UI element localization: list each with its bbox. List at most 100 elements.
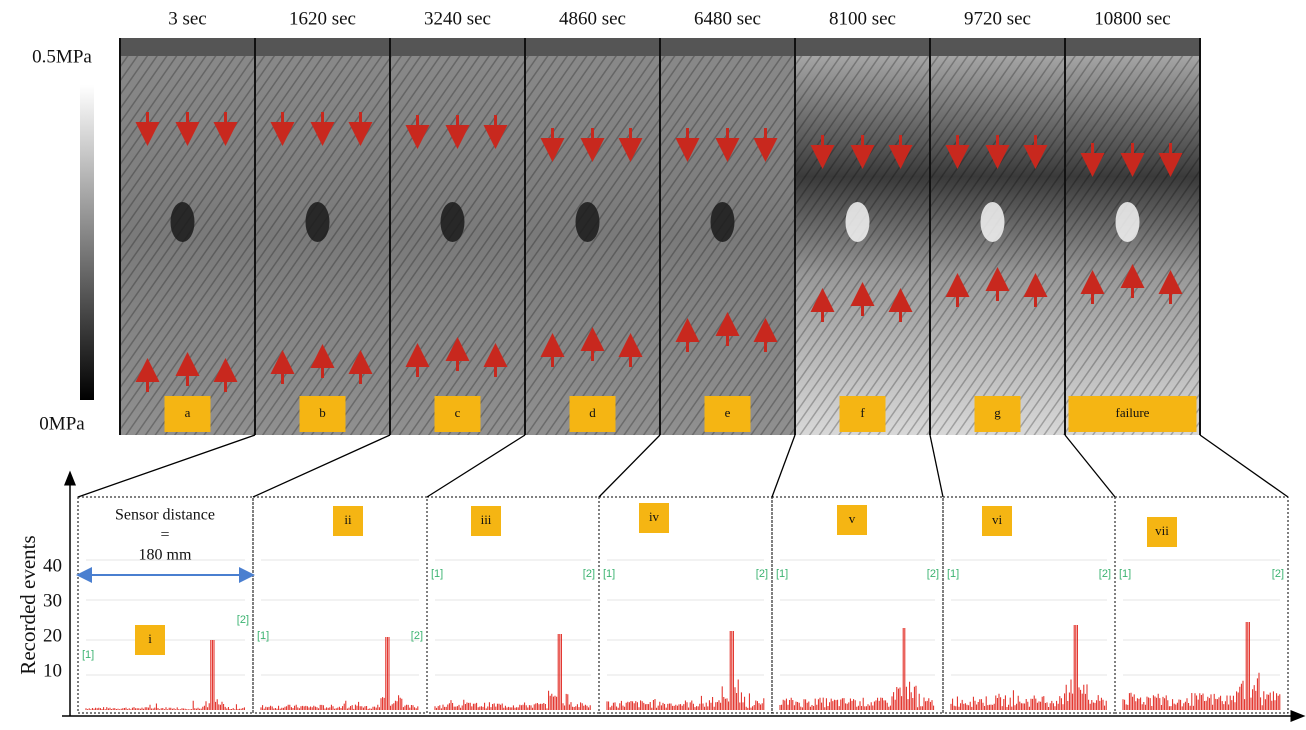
colorbar (80, 85, 94, 400)
panel-label: d (589, 405, 596, 420)
panel-label: b (319, 405, 326, 420)
event-bars (606, 631, 765, 710)
fixture (390, 38, 525, 56)
scale-max: 0.5MPa (32, 46, 92, 67)
connector (771, 434, 796, 498)
label-box (837, 505, 867, 535)
sensor-2: [2] (927, 568, 939, 580)
label-box (135, 625, 165, 655)
damage-spot (440, 202, 465, 242)
time-label: 6480 sec (694, 8, 761, 29)
panel-label: f (860, 405, 865, 420)
panel-label: vi (992, 512, 1003, 527)
sensor-2: [2] (756, 568, 768, 580)
damage-spot (980, 202, 1005, 242)
panel-label: ii (344, 512, 352, 527)
damage-spot (710, 202, 735, 242)
label-box (299, 396, 346, 432)
damage-spot (170, 202, 195, 242)
damage-spot (575, 202, 600, 242)
event-bars (1122, 622, 1281, 710)
sensor-2: [2] (1272, 568, 1284, 580)
sensor-2: [2] (583, 568, 595, 580)
panel-label: iii (481, 512, 492, 527)
event-bars (434, 634, 591, 710)
label-box (569, 396, 616, 432)
panel-label: g (994, 405, 1001, 420)
event-bars (779, 628, 935, 710)
scale-min: 0MPa (39, 413, 85, 434)
damage-spot (305, 202, 330, 242)
panel-label: e (725, 405, 731, 420)
sensor-distance: 180 mm (139, 547, 192, 564)
damage-spot (845, 202, 870, 242)
sensor-1: [1] (82, 649, 94, 661)
panel-frame (77, 496, 254, 714)
sensor-1: [1] (257, 630, 269, 642)
sensor-1: [1] (431, 568, 443, 580)
y-tick-label: 30 (43, 590, 62, 611)
sensor-2: [2] (237, 614, 249, 626)
time-label: 3240 sec (424, 8, 491, 29)
panel-label: v (849, 511, 856, 526)
event-bars (260, 637, 419, 710)
y-tick-label: 10 (43, 660, 62, 681)
label-box (1068, 396, 1197, 432)
label-box (704, 396, 751, 432)
label-box (1147, 517, 1177, 547)
sensor-1: [1] (776, 568, 788, 580)
time-label: 4860 sec (559, 8, 626, 29)
panel-label: iv (649, 509, 660, 524)
panel-label: a (185, 405, 191, 420)
sensor-1: [1] (603, 568, 615, 580)
connector (598, 434, 661, 498)
panel-frame (426, 496, 600, 714)
sensor-2: [2] (411, 630, 423, 642)
y-tick-label: 40 (43, 555, 62, 576)
connector (426, 434, 526, 498)
y-axis-label: Recorded events (16, 535, 40, 674)
fixture (930, 38, 1065, 56)
connector (77, 434, 256, 498)
time-label: 10800 sec (1094, 8, 1171, 29)
time-label: 9720 sec (964, 8, 1031, 29)
damage-spot (1115, 202, 1140, 242)
time-label: 8100 sec (829, 8, 896, 29)
sensor-1: [1] (947, 568, 959, 580)
panel-label: failure (1116, 405, 1150, 420)
label-box (434, 396, 481, 432)
fixture (1065, 38, 1200, 56)
label-box (471, 506, 501, 536)
connector (1064, 434, 1116, 498)
event-bars (85, 640, 245, 710)
fixture (255, 38, 390, 56)
panel-frame (1114, 496, 1289, 714)
sensor-distance: = (160, 527, 169, 544)
sensor-2: [2] (1099, 568, 1111, 580)
label-box (982, 506, 1012, 536)
connector (252, 434, 391, 498)
label-box (164, 396, 211, 432)
event-panels: 10 20 30 40 i [1] [2] ii [1] [2] iii [1] [2] iv [1] [2]… (43, 434, 1289, 714)
label-box (333, 506, 363, 536)
pressure-maps: 3 sec a 1620 sec b 3240 sec c 4860 sec d 6480 se… (119, 8, 1201, 435)
connector (1199, 434, 1289, 498)
label-box (974, 396, 1021, 432)
y-tick-label: 20 (43, 625, 62, 646)
connector (929, 434, 944, 498)
label-box (639, 503, 669, 533)
sensor-distance: Sensor distance (115, 507, 215, 524)
panel-label: i (148, 631, 152, 646)
panel-frame (598, 496, 773, 714)
fixture (120, 38, 255, 56)
fixture (660, 38, 795, 56)
sensor-1: [1] (1119, 568, 1131, 580)
label-box (839, 396, 886, 432)
fixture (795, 38, 930, 56)
fixture (525, 38, 660, 56)
panel-frame (771, 496, 944, 714)
panel-frame (942, 496, 1116, 714)
time-label: 3 sec (168, 8, 207, 29)
